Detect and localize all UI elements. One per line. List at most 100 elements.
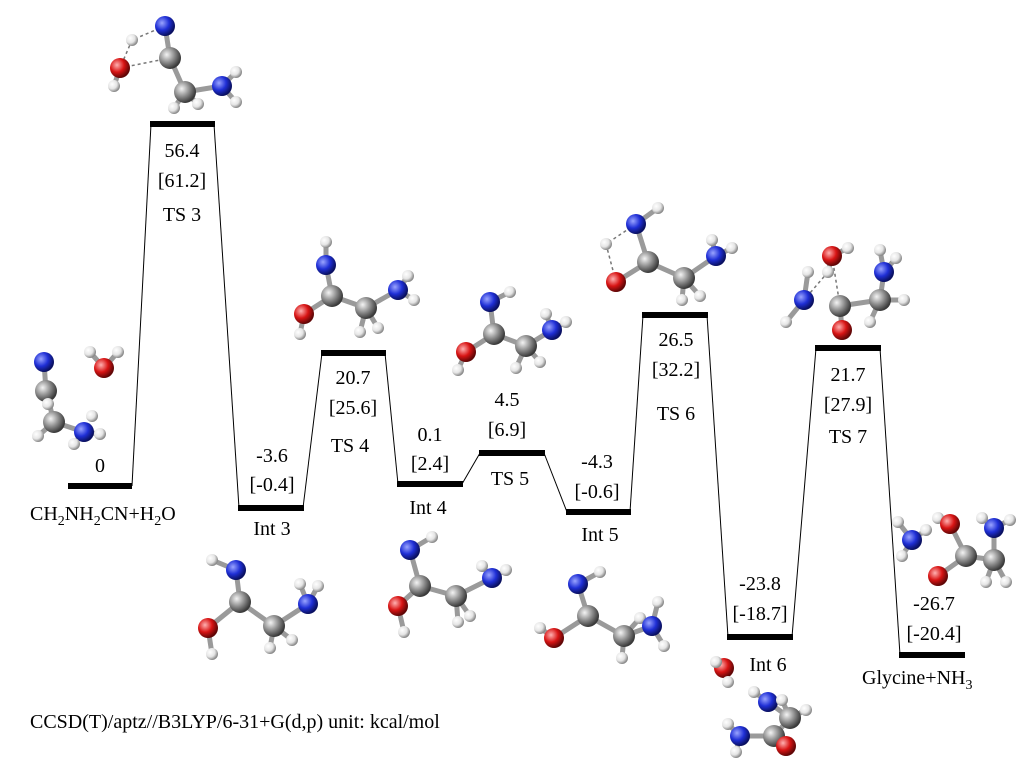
level-bar-product	[899, 652, 965, 658]
atom-c	[445, 585, 467, 607]
atom-n	[706, 246, 726, 266]
atom-o	[198, 618, 218, 638]
energy-ts7: 21.7	[831, 364, 866, 386]
atom-n	[212, 76, 232, 96]
energy-alt-product: [-20.4]	[907, 623, 962, 645]
atom-h	[534, 622, 546, 634]
atom-c	[869, 289, 891, 311]
energy-alt-int6: [-18.7]	[733, 603, 788, 625]
level-bar-int4	[397, 481, 463, 487]
atom-o	[832, 320, 852, 340]
atom-c	[174, 81, 196, 103]
atom-h	[230, 66, 242, 78]
atom-h	[126, 34, 138, 46]
name-int3: Int 3	[253, 518, 290, 540]
energy-alt-int4: [2.4]	[411, 453, 449, 475]
atom-c	[829, 295, 851, 317]
name-reactant: CH2NH2CN+H2O	[30, 503, 176, 529]
atom-h	[1004, 514, 1016, 526]
level-bar-int5	[566, 509, 631, 515]
atom-n	[730, 726, 750, 746]
name-int5: Int 5	[581, 524, 618, 546]
atom-h	[320, 236, 332, 248]
atom-h	[264, 642, 276, 654]
energy-levels	[68, 121, 965, 658]
energy-alt-int5: [-0.6]	[575, 481, 620, 503]
energy-labels: 0 56.4 [61.2] TS 3 -3.6 [-0.4] Int 3 20.…	[30, 140, 972, 733]
atom-n	[388, 280, 408, 300]
level-bar-int6	[727, 634, 793, 640]
atom-n	[758, 692, 778, 712]
molecule-product-glycine	[928, 512, 1016, 588]
atom-h	[890, 252, 902, 264]
energy-ts6: 26.5	[659, 329, 694, 351]
molecule-int3	[198, 554, 324, 660]
atom-h	[230, 96, 242, 108]
atom-h	[294, 328, 306, 340]
atom-h	[730, 746, 742, 758]
atom-h	[108, 80, 120, 92]
molecule-product-ammonia	[892, 516, 932, 562]
atom-o	[294, 304, 314, 324]
atom-n	[400, 540, 420, 560]
atom-h	[408, 294, 420, 306]
atom-h	[452, 364, 464, 376]
atom-h	[500, 564, 512, 576]
level-bar-int3	[238, 505, 304, 511]
atom-c	[577, 605, 599, 627]
atom-c	[43, 411, 65, 433]
atom-h	[616, 652, 628, 664]
level-bar-ts4	[321, 350, 386, 356]
atom-n	[316, 255, 336, 275]
atom-h	[540, 308, 552, 320]
atom-h	[722, 718, 734, 730]
atom-c	[637, 251, 659, 273]
atom-c	[483, 323, 505, 345]
atom-h	[706, 234, 718, 246]
atom-h	[634, 612, 646, 624]
atom-h	[312, 580, 324, 592]
atom-c	[955, 545, 977, 567]
energy-alt-int3: [-0.4]	[250, 474, 295, 496]
molecule-int6-water	[710, 656, 734, 688]
atom-h	[32, 430, 44, 442]
atom-n	[226, 560, 246, 580]
atom-h	[86, 410, 98, 422]
atom-h	[42, 398, 54, 410]
atom-n	[874, 262, 894, 282]
method-footer: CCSD(T)/aptz//B3LYP/6-31+G(d,p) unit: kc…	[30, 711, 440, 733]
atom-h	[722, 676, 734, 688]
atom-o	[940, 514, 960, 534]
atom-h	[510, 362, 522, 374]
energy-alt-ts4: [25.6]	[329, 397, 377, 419]
name-int6: Int 6	[749, 654, 786, 676]
atom-h	[402, 270, 414, 282]
atom-h	[112, 346, 124, 358]
atom-n	[482, 568, 502, 588]
name-int4: Int 4	[409, 497, 446, 519]
energy-ts4: 20.7	[336, 367, 371, 389]
atom-h	[560, 316, 572, 328]
atom-h	[464, 610, 476, 622]
atom-c	[613, 625, 635, 647]
atom-n	[794, 290, 814, 310]
atom-h	[534, 356, 546, 368]
energy-alt-ts6: [32.2]	[652, 359, 700, 381]
atom-h	[600, 238, 612, 250]
atom-o	[388, 596, 408, 616]
energy-alt-ts7: [27.9]	[824, 394, 872, 416]
atom-h	[652, 596, 664, 608]
atom-c	[515, 335, 537, 357]
atom-h	[896, 550, 908, 562]
connector-lines	[131, 123, 901, 656]
atom-h	[452, 616, 464, 628]
atom-h	[168, 102, 180, 114]
atom-h	[398, 626, 410, 638]
atom-h	[780, 316, 792, 328]
atom-n	[568, 574, 588, 594]
atom-h	[594, 566, 606, 578]
atom-h	[1000, 576, 1012, 588]
atom-n	[542, 320, 562, 340]
atom-c	[35, 380, 57, 402]
molecule-ts4	[294, 236, 420, 340]
